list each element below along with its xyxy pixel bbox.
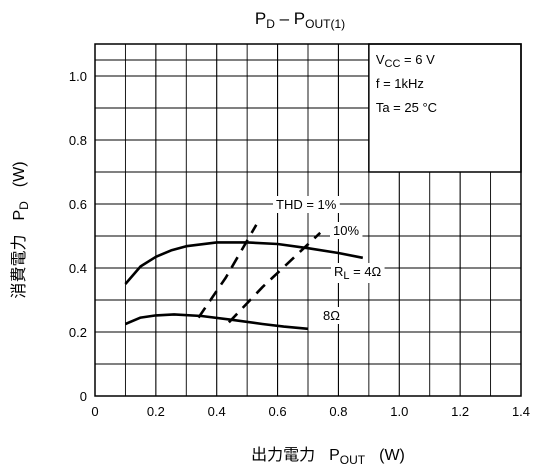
x-tick-label: 1.2 — [451, 404, 469, 419]
y-tick-label: 0.2 — [69, 325, 87, 340]
series-line-0 — [124, 241, 364, 285]
y-tick-label: 0.4 — [69, 261, 87, 276]
x-axis-label: 出力電力 POUT (W) — [251, 446, 405, 467]
y-axis-label: 消費電力PD(W) — [10, 161, 31, 298]
chart-title: PD – POUT(1) — [255, 9, 345, 31]
y-tick-label: 0 — [80, 389, 87, 404]
rl-label-bg — [331, 263, 385, 283]
x-tick-label: 1.4 — [512, 404, 530, 419]
label-rl-4ohm: RL = 4Ω — [334, 264, 382, 282]
x-tick-label: 0 — [91, 404, 98, 419]
x-tick-label: 0.2 — [147, 404, 165, 419]
x-tick-label: 0.4 — [208, 404, 226, 419]
x-tick-label: 0.6 — [269, 404, 287, 419]
thd1-label-bg — [273, 196, 340, 213]
conditions-frame — [368, 43, 522, 173]
label-thd-10: 10% — [333, 223, 359, 238]
y-tick-label: 1.0 — [69, 69, 87, 84]
x-tick-label: 0.8 — [329, 404, 347, 419]
series-group — [124, 224, 364, 331]
y-tick-labels: 0 0.2 0.4 0.6 0.8 1.0 — [69, 69, 87, 404]
r8-label-bg — [320, 307, 344, 324]
condition-temperature: Ta = 25 °C — [376, 100, 437, 115]
series-line-3 — [227, 231, 322, 324]
label-thd-1: THD = 1% — [276, 197, 337, 212]
x-tick-label: 1.0 — [390, 404, 408, 419]
label-8ohm: 8Ω — [323, 308, 340, 323]
y-tick-label: 0.6 — [69, 197, 87, 212]
thd10-label-bg — [330, 222, 363, 239]
y-tick-label: 0.8 — [69, 133, 87, 148]
x-tick-labels: 0 0.2 0.4 0.6 0.8 1.0 1.2 1.4 — [91, 404, 530, 419]
condition-frequency: f = 1kHz — [376, 76, 424, 91]
conditions-box: VCC = 6 V f = 1kHz Ta = 25 °C — [368, 43, 522, 173]
plot-frame — [94, 43, 522, 397]
condition-vcc: VCC = 6 V — [376, 52, 435, 70]
annotations: THD = 1% 10% RL = 4Ω 8Ω — [273, 196, 385, 324]
series-line-1 — [124, 313, 309, 331]
series-line-2 — [197, 224, 258, 319]
